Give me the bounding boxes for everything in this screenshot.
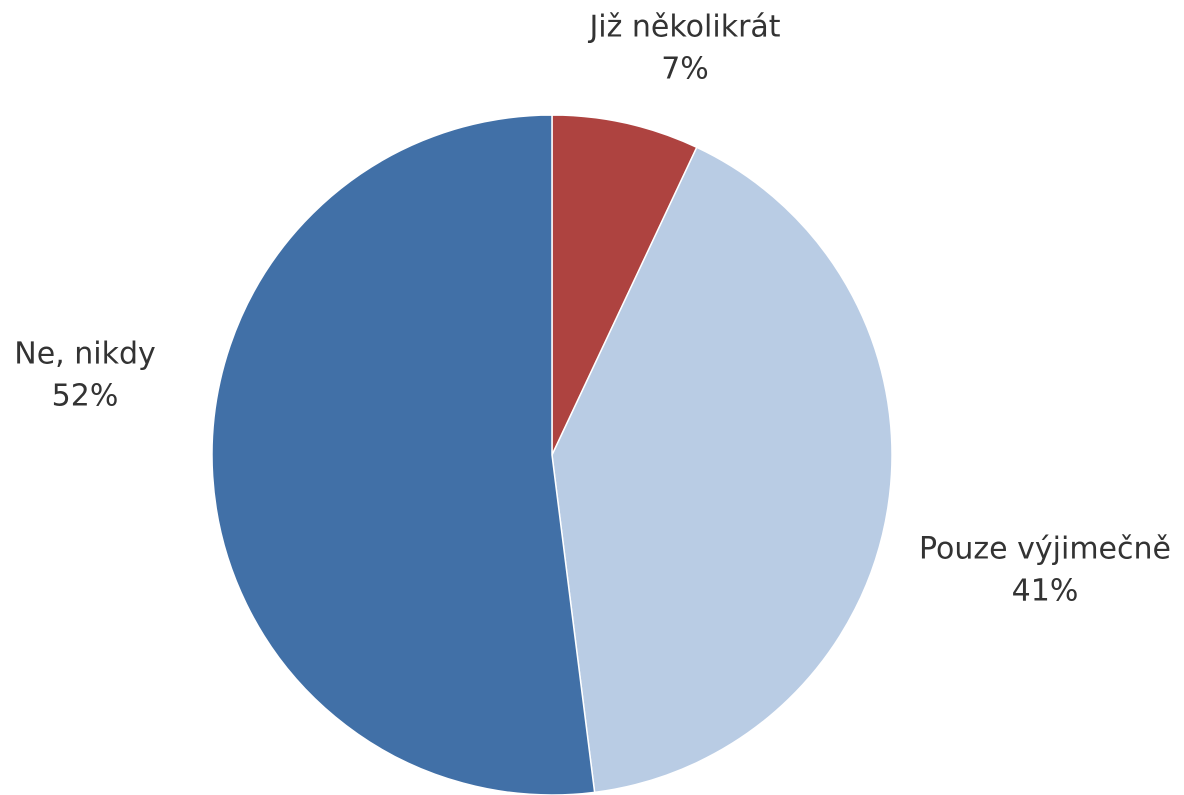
pie-slice: [211, 114, 596, 795]
slice-label: Pouze výjimečně: [919, 532, 1171, 567]
slice-label: Ne, nikdy: [14, 337, 156, 372]
slice-label: Již několikrát: [587, 10, 780, 45]
pie-slice: [551, 146, 893, 794]
slice-value-label: 41%: [1012, 574, 1079, 609]
pie-slice: [551, 114, 698, 456]
slice-value-label: 52%: [52, 379, 119, 414]
slice-value-label: 7%: [661, 52, 709, 87]
